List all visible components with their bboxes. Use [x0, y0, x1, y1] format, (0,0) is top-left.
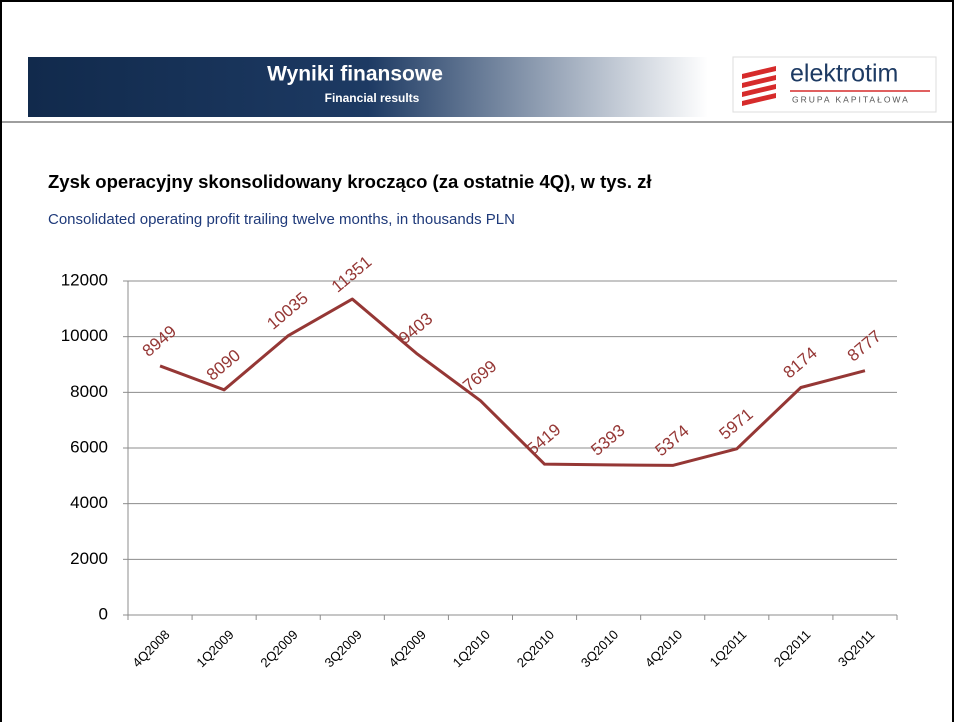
logo-icon — [742, 66, 776, 106]
x-tick-label: 4Q2009 — [386, 627, 429, 670]
header-subtitle: Financial results — [325, 91, 420, 105]
chart-subtitle: Consolidated operating profit trailing t… — [48, 211, 515, 228]
data-label: 5374 — [651, 421, 692, 460]
x-tick-label: 4Q2008 — [129, 627, 172, 670]
header-bar — [28, 57, 708, 117]
data-label: 5419 — [523, 420, 564, 459]
y-tick-label: 2000 — [70, 549, 108, 568]
y-tick-label: 10000 — [61, 326, 108, 345]
data-label: 5393 — [587, 421, 628, 460]
data-label: 11351 — [328, 252, 375, 296]
x-tick-label: 2Q2009 — [257, 627, 300, 670]
x-tick-label: 1Q2011 — [707, 627, 750, 670]
chart-title: Zysk operacyjny skonsolidowany krocząco … — [48, 171, 652, 192]
y-tick-label: 0 — [99, 604, 108, 623]
data-label: 8174 — [780, 343, 821, 382]
data-label: 9403 — [395, 309, 436, 348]
logo-name: elektrotim — [790, 60, 898, 88]
data-label: 7699 — [459, 356, 500, 395]
y-tick-label: 6000 — [70, 437, 108, 456]
logo-box — [732, 56, 937, 113]
x-tick-label: 3Q2010 — [578, 627, 621, 670]
data-label: 8949 — [139, 322, 180, 361]
x-tick-label: 1Q2009 — [193, 627, 236, 670]
logo-tagline: GRUPA KAPITAŁOWA — [792, 94, 910, 104]
y-tick-label: 4000 — [70, 493, 108, 512]
header-title: Wyniki finansowe — [267, 63, 443, 86]
data-label: 8777 — [844, 326, 885, 365]
x-tick-label: 1Q2010 — [450, 627, 493, 670]
y-tick-label: 8000 — [70, 382, 108, 401]
logo: elektrotim GRUPA KAPITAŁOWA — [732, 56, 937, 113]
x-tick-label: 4Q2010 — [642, 627, 685, 670]
x-tick-label: 3Q2009 — [322, 627, 365, 670]
x-tick-label: 2Q2010 — [514, 627, 557, 670]
line-series — [159, 297, 866, 467]
x-tick-label: 2Q2011 — [771, 627, 814, 670]
y-tick-label: 12000 — [61, 270, 108, 289]
x-tick-label: 3Q2011 — [835, 627, 878, 670]
